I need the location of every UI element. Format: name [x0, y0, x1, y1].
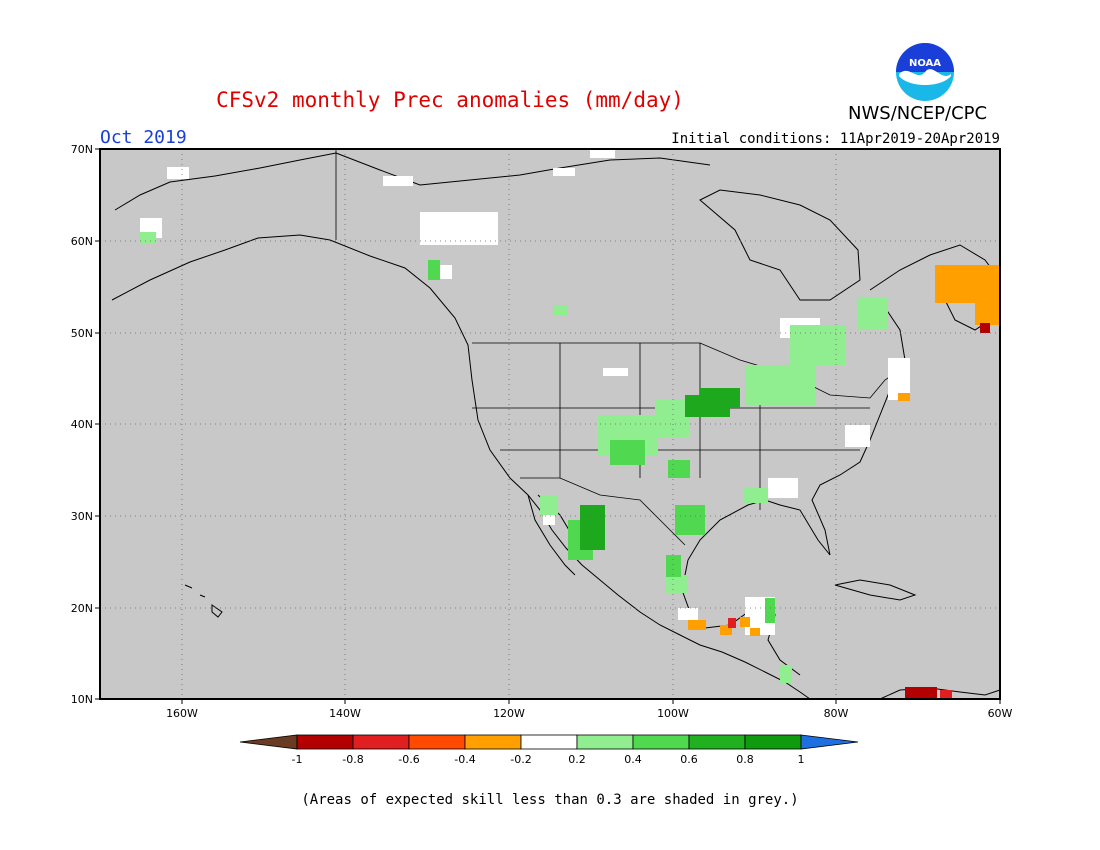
axis-ticks: [95, 148, 1001, 704]
skill-footnote: (Areas of expected skill less than 0.3 a…: [301, 792, 799, 808]
lon-label: 60W: [988, 707, 1013, 720]
agency-label: NWS/NCEP/CPC: [848, 103, 988, 124]
logo-text: NOAA: [909, 58, 941, 69]
colorbar: [239, 734, 859, 750]
map-title: CFSv2 monthly Prec anomalies (mm/day): [216, 88, 684, 112]
colorbar-tick: 0.6: [680, 753, 698, 766]
month-label: Oct 2019: [100, 127, 187, 148]
colorbar-tick: 0.2: [568, 753, 586, 766]
lat-label: 70N: [71, 143, 93, 156]
lon-label: 80W: [824, 707, 849, 720]
lon-label: 140W: [329, 707, 361, 720]
colorbar-segment: [464, 734, 522, 750]
colorbar-segment: [352, 734, 410, 750]
colorbar-segment: [632, 734, 690, 750]
colorbar-segment: [520, 734, 578, 750]
colorbar-segment: [688, 734, 746, 750]
colorbar-segment: [576, 734, 634, 750]
colorbar-tick: -0.6: [398, 753, 419, 766]
lat-label: 50N: [71, 327, 93, 340]
lat-label: 60N: [71, 235, 93, 248]
anomaly-patches: [140, 150, 1000, 699]
colorbar-tick: -0.2: [510, 753, 531, 766]
colorbar-arrow-low: [239, 734, 298, 750]
colorbar-tick: 1: [798, 753, 805, 766]
noaa-logo-icon: NOAA: [896, 43, 954, 101]
colorbar-tick: 0.8: [736, 753, 754, 766]
lon-label: 120W: [493, 707, 525, 720]
colorbar-tick: 0.4: [624, 753, 642, 766]
colorbar-arrow-high: [800, 734, 859, 750]
lon-label: 100W: [657, 707, 689, 720]
colorbar-segment: [744, 734, 802, 750]
lat-label: 30N: [71, 510, 93, 523]
colorbar-segment: [296, 734, 354, 750]
lat-label: 20N: [71, 602, 93, 615]
gridlines: [100, 149, 1000, 699]
lon-label: 160W: [166, 707, 198, 720]
colorbar-tick: -0.8: [342, 753, 363, 766]
lat-label: 10N: [71, 693, 93, 706]
colorbar-tick: -1: [292, 753, 303, 766]
colorbar-segment: [408, 734, 466, 750]
lat-label: 40N: [71, 418, 93, 431]
colorbar-tick: -0.4: [454, 753, 475, 766]
initial-conditions-label: Initial conditions: 11Apr2019-20Apr2019: [671, 131, 1000, 147]
